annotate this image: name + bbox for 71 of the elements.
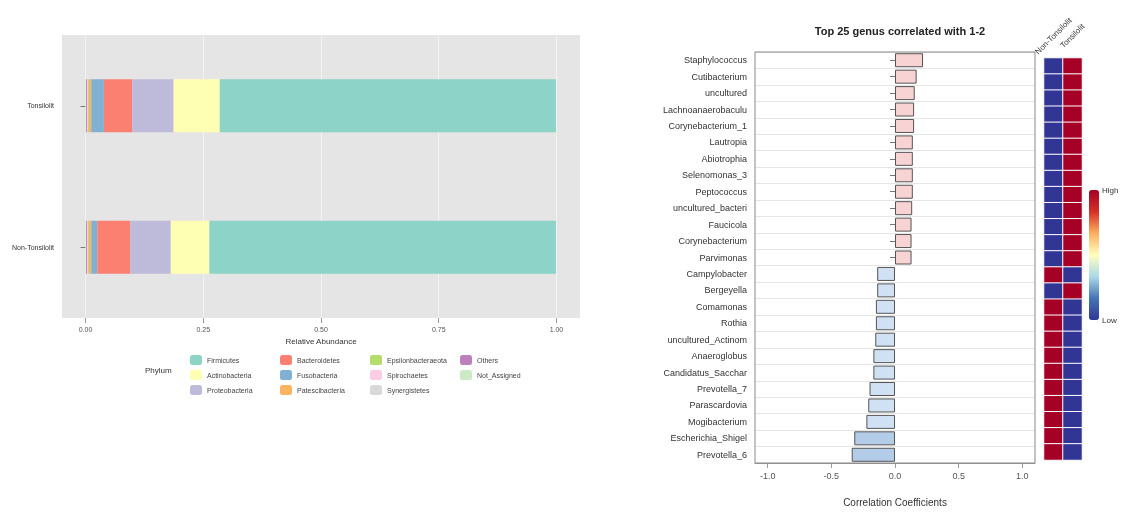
bar bbox=[895, 201, 913, 216]
bar bbox=[869, 382, 895, 397]
y-tick-label: Faucicola bbox=[708, 219, 747, 230]
y-tick-label: Bergeyella bbox=[704, 285, 747, 296]
bar bbox=[895, 184, 913, 199]
legend-title: Phylum bbox=[145, 365, 173, 375]
bar bbox=[877, 283, 895, 298]
y-tick-label: Lachnoanaerobaculu bbox=[662, 104, 747, 115]
y-tick-label: uncultured_bacteri bbox=[672, 203, 747, 214]
bar bbox=[173, 79, 220, 133]
y-tick-label: Candidatus_Sacchar bbox=[663, 367, 747, 378]
bar bbox=[875, 316, 895, 331]
bar bbox=[895, 86, 915, 101]
bar bbox=[873, 349, 895, 364]
bar bbox=[895, 69, 917, 84]
bar bbox=[895, 102, 915, 117]
y-tick-label: uncultured bbox=[704, 88, 747, 99]
x-tick-label: -1.0 bbox=[759, 470, 776, 481]
bar bbox=[132, 79, 174, 133]
y-tick-label: Abiotrophia bbox=[701, 153, 747, 164]
bar bbox=[895, 168, 913, 183]
bar bbox=[875, 299, 895, 314]
bar bbox=[895, 234, 912, 249]
y-tick-label: Anaeroglobus bbox=[691, 351, 748, 362]
y-tick-label: Parascardovia bbox=[689, 400, 747, 411]
y-tick-label: Selenomonas_3 bbox=[681, 170, 747, 181]
x-tick-label: 1.0 bbox=[1016, 470, 1029, 481]
y-tick-label: Prevotella_6 bbox=[696, 449, 747, 460]
y-tick-label: Campylobacter bbox=[686, 268, 747, 279]
bar bbox=[130, 220, 171, 274]
bar bbox=[895, 250, 912, 265]
y-tick-label: Corynebacterium_1 bbox=[668, 120, 747, 131]
color-bar-label: Low bbox=[1102, 315, 1117, 325]
x-axis-title: Relative Abundance bbox=[285, 337, 358, 347]
bar bbox=[851, 447, 895, 462]
bar bbox=[97, 220, 131, 274]
y-tick-label: Peptococcus bbox=[695, 186, 748, 197]
bar bbox=[170, 220, 210, 274]
bar bbox=[219, 79, 556, 133]
bar bbox=[875, 332, 895, 347]
y-tick-label: Rothia bbox=[720, 318, 747, 329]
bar bbox=[91, 220, 98, 274]
y-tick-label: Lautropia bbox=[709, 137, 747, 148]
bar bbox=[854, 431, 895, 446]
bar bbox=[868, 398, 895, 413]
bar bbox=[873, 365, 895, 380]
bar bbox=[895, 217, 912, 232]
bar bbox=[895, 53, 923, 68]
y-tick-label: Parvimonas bbox=[699, 252, 748, 263]
bar bbox=[895, 118, 915, 133]
y-tick-label: Escherichia_Shigel bbox=[670, 433, 747, 444]
y-tick-label: Cutibacterium bbox=[691, 71, 747, 82]
bar bbox=[209, 220, 556, 274]
x-tick-label: -0.5 bbox=[823, 470, 840, 481]
y-tick-label: Prevotella_7 bbox=[696, 384, 747, 395]
color-bar-label: High bbox=[1102, 185, 1119, 195]
bar bbox=[877, 266, 895, 281]
chart-title: Top 25 genus correlated with 1-2 bbox=[814, 24, 986, 37]
y-tick-label: Staphylococcus bbox=[683, 55, 748, 66]
bar bbox=[895, 151, 913, 166]
x-tick-label: 0.5 bbox=[952, 470, 965, 481]
y-tick-label: Comamonas bbox=[695, 301, 748, 312]
x-axis-title: Correlation Coefficients bbox=[843, 496, 947, 508]
bar bbox=[895, 135, 913, 150]
bar bbox=[91, 79, 104, 133]
y-tick-label: Mogibacterium bbox=[687, 416, 747, 427]
bar bbox=[866, 414, 895, 429]
bar bbox=[103, 79, 133, 133]
x-tick-label: 0.0 bbox=[888, 470, 902, 481]
y-tick-label: Corynebacterium bbox=[678, 236, 747, 247]
y-tick-label: uncultured_Actinom bbox=[667, 334, 747, 345]
